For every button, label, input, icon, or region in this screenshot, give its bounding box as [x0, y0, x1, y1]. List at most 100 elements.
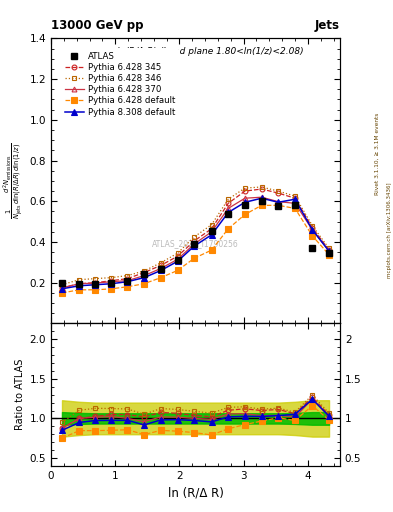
Pythia 6.428 370: [327, 248, 331, 254]
Pythia 6.428 346: [142, 268, 147, 274]
Line: Pythia 6.428 default: Pythia 6.428 default: [59, 203, 332, 295]
ATLAS: [327, 250, 331, 256]
ATLAS: [242, 202, 247, 208]
Pythia 6.428 346: [310, 223, 315, 229]
Pythia 6.428 default: [293, 205, 298, 211]
Pythia 6.428 default: [109, 286, 114, 292]
Pythia 6.428 345: [93, 280, 98, 286]
Pythia 6.428 346: [175, 250, 180, 256]
Pythia 6.428 346: [242, 185, 247, 191]
Pythia 6.428 345: [242, 188, 247, 194]
Pythia 6.428 370: [192, 241, 196, 247]
Pythia 6.428 370: [60, 285, 64, 291]
ATLAS: [259, 198, 264, 204]
ATLAS: [175, 257, 180, 263]
Text: ATLAS_2020_I1790256: ATLAS_2020_I1790256: [152, 239, 239, 248]
Text: mcplots.cern.ch [arXiv:1306.3436]: mcplots.cern.ch [arXiv:1306.3436]: [387, 183, 391, 278]
ATLAS: [77, 281, 82, 287]
Pythia 6.428 346: [158, 260, 163, 266]
Pythia 6.428 346: [60, 282, 64, 288]
Pythia 8.308 default: [293, 196, 298, 202]
Pythia 6.428 345: [77, 281, 82, 287]
Pythia 6.428 370: [310, 227, 315, 233]
Pythia 6.428 346: [125, 272, 130, 279]
Pythia 8.308 default: [276, 199, 281, 205]
Text: Jets: Jets: [315, 19, 340, 32]
Pythia 6.428 345: [209, 226, 214, 232]
Pythia 6.428 345: [276, 190, 281, 196]
Text: Rivet 3.1.10, ≥ 3.1M events: Rivet 3.1.10, ≥ 3.1M events: [375, 113, 380, 195]
ATLAS: [293, 202, 298, 208]
Pythia 8.308 default: [142, 274, 147, 281]
Y-axis label: Ratio to ATLAS: Ratio to ATLAS: [15, 359, 26, 431]
Pythia 6.428 346: [276, 188, 281, 194]
Pythia 8.308 default: [327, 248, 331, 254]
ATLAS: [125, 278, 130, 284]
Pythia 6.428 346: [293, 193, 298, 199]
Y-axis label: $\frac{1}{N_\mathrm{jets}}\frac{d^2 N_\mathrm{emissions}}{d\ln (R/\Delta R)\, d\: $\frac{1}{N_\mathrm{jets}}\frac{d^2 N_\m…: [2, 142, 26, 219]
Line: Pythia 6.428 345: Pythia 6.428 345: [60, 186, 331, 290]
ATLAS: [209, 228, 214, 234]
Pythia 8.308 default: [109, 281, 114, 287]
Pythia 6.428 370: [175, 256, 180, 262]
Pythia 6.428 370: [259, 194, 264, 200]
Pythia 6.428 default: [276, 202, 281, 208]
Line: Pythia 6.428 370: Pythia 6.428 370: [60, 195, 331, 290]
Pythia 8.308 default: [175, 258, 180, 264]
Pythia 6.428 370: [158, 265, 163, 271]
Pythia 8.308 default: [158, 267, 163, 273]
Pythia 6.428 370: [226, 205, 231, 211]
Pythia 8.308 default: [259, 195, 264, 201]
ATLAS: [276, 203, 281, 209]
Pythia 6.428 346: [209, 222, 214, 228]
Pythia 6.428 345: [60, 285, 64, 291]
Pythia 6.428 default: [60, 290, 64, 296]
Pythia 6.428 default: [158, 274, 163, 281]
Pythia 6.428 default: [259, 202, 264, 208]
Pythia 8.308 default: [242, 199, 247, 205]
Text: ln(R/Δ R) (Lund plane 1.80<ln(1/z)<2.08): ln(R/Δ R) (Lund plane 1.80<ln(1/z)<2.08): [117, 47, 303, 56]
Pythia 6.428 345: [259, 186, 264, 192]
Pythia 6.428 345: [158, 262, 163, 268]
Pythia 6.428 370: [93, 280, 98, 286]
Pythia 6.428 345: [109, 278, 114, 284]
Pythia 6.428 default: [242, 211, 247, 218]
Pythia 8.308 default: [310, 227, 315, 233]
ATLAS: [226, 211, 231, 218]
ATLAS: [142, 270, 147, 276]
Pythia 8.308 default: [209, 232, 214, 238]
Pythia 6.428 default: [310, 233, 315, 239]
Line: Pythia 6.428 346: Pythia 6.428 346: [60, 185, 331, 287]
Pythia 6.428 346: [259, 184, 264, 190]
Pythia 6.428 370: [109, 279, 114, 285]
Line: ATLAS: ATLAS: [59, 198, 332, 287]
Pythia 6.428 370: [77, 281, 82, 287]
Pythia 8.308 default: [125, 279, 130, 285]
Pythia 6.428 345: [192, 238, 196, 244]
Pythia 6.428 default: [77, 287, 82, 293]
ATLAS: [310, 245, 315, 251]
Pythia 6.428 default: [327, 251, 331, 258]
Pythia 8.308 default: [192, 243, 196, 249]
Pythia 6.428 345: [293, 195, 298, 201]
Pythia 6.428 370: [276, 199, 281, 205]
Pythia 6.428 346: [93, 275, 98, 282]
Pythia 6.428 346: [109, 274, 114, 281]
Pythia 8.308 default: [226, 209, 231, 216]
Pythia 6.428 370: [125, 278, 130, 284]
ATLAS: [109, 280, 114, 286]
Pythia 6.428 default: [192, 255, 196, 261]
Pythia 8.308 default: [77, 283, 82, 289]
Pythia 6.428 345: [142, 269, 147, 275]
Pythia 6.428 default: [93, 287, 98, 293]
ATLAS: [192, 241, 196, 247]
Pythia 6.428 370: [242, 195, 247, 201]
Pythia 6.428 default: [125, 284, 130, 290]
Pythia 6.428 346: [226, 196, 231, 202]
Text: 13000 GeV pp: 13000 GeV pp: [51, 19, 143, 32]
Pythia 6.428 default: [142, 281, 147, 287]
Pythia 6.428 370: [142, 272, 147, 279]
Pythia 6.428 346: [77, 276, 82, 283]
Pythia 6.428 345: [175, 253, 180, 259]
Pythia 6.428 default: [175, 267, 180, 273]
